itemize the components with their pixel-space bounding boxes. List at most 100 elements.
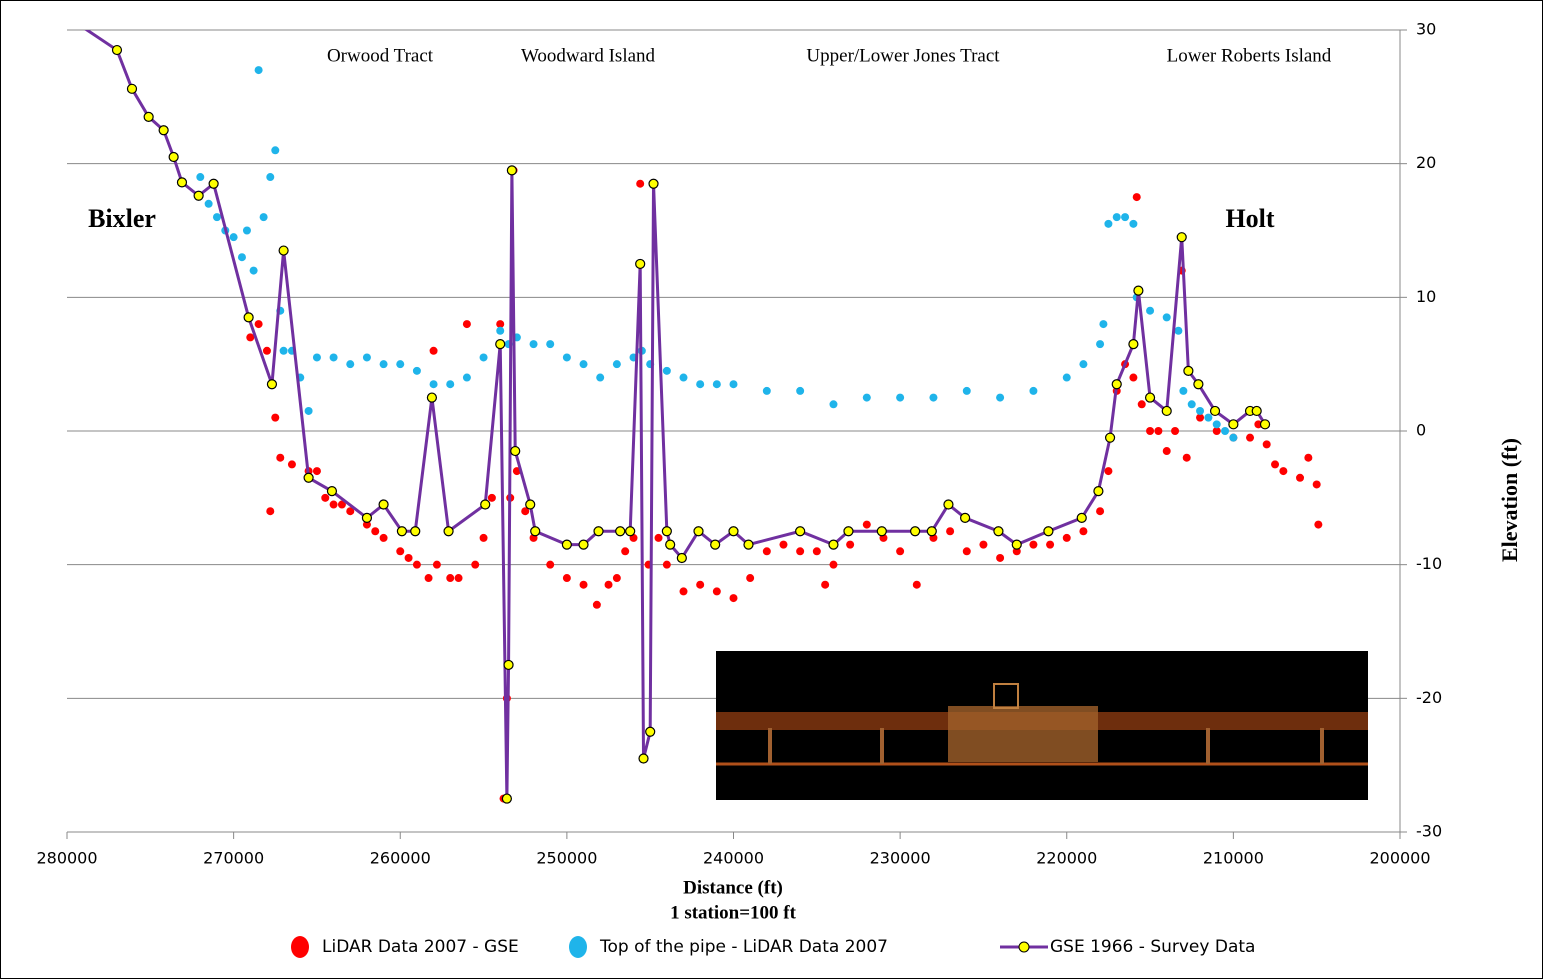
point <box>1079 527 1087 535</box>
point <box>713 380 721 388</box>
marker <box>961 513 970 522</box>
point <box>243 227 251 235</box>
marker <box>112 46 121 55</box>
point <box>288 460 296 468</box>
marker <box>526 500 535 509</box>
marker <box>502 794 511 803</box>
point <box>846 541 854 549</box>
point <box>480 353 488 361</box>
point <box>663 561 671 569</box>
x-tick-label: 210000 <box>1203 849 1264 868</box>
point <box>276 454 284 462</box>
point <box>1174 327 1182 335</box>
point <box>471 561 479 569</box>
marker <box>504 660 513 669</box>
point <box>405 554 413 562</box>
point <box>1213 420 1221 428</box>
marker <box>159 126 168 135</box>
point <box>546 561 554 569</box>
point <box>979 541 987 549</box>
point <box>696 581 704 589</box>
point <box>1104 467 1112 475</box>
point <box>280 347 288 355</box>
point <box>605 581 613 589</box>
point <box>621 547 629 555</box>
annotation: Bixler <box>88 204 156 233</box>
point <box>1304 454 1312 462</box>
point <box>1171 427 1179 435</box>
marker <box>666 540 675 549</box>
point <box>250 267 258 275</box>
marker <box>579 540 588 549</box>
marker <box>1134 286 1143 295</box>
marker <box>444 527 453 536</box>
y-axis-title: Elevation (ft) <box>1497 438 1522 562</box>
marker <box>911 527 920 536</box>
point <box>821 581 829 589</box>
point <box>1196 407 1204 415</box>
y-tick-label: 0 <box>1416 421 1426 440</box>
point <box>1146 427 1154 435</box>
marker <box>1112 380 1121 389</box>
point <box>1204 414 1212 422</box>
marker <box>511 447 520 456</box>
marker <box>531 527 540 536</box>
marker <box>636 259 645 268</box>
marker <box>744 540 753 549</box>
marker <box>1129 340 1138 349</box>
annotation: Lower Roberts Island <box>1167 45 1332 66</box>
point <box>1188 400 1196 408</box>
inset-image <box>716 651 1368 800</box>
point <box>863 521 871 529</box>
point <box>430 347 438 355</box>
marker <box>677 553 686 562</box>
point <box>680 374 688 382</box>
point <box>1099 320 1107 328</box>
point <box>946 527 954 535</box>
point <box>430 380 438 388</box>
x-tick-label: 270000 <box>203 849 264 868</box>
point <box>380 534 388 542</box>
point <box>496 327 504 335</box>
marker <box>1252 406 1261 415</box>
point <box>796 547 804 555</box>
marker <box>244 313 253 322</box>
marker <box>496 340 505 349</box>
marker <box>729 527 738 536</box>
y-tick-label: 10 <box>1416 287 1436 306</box>
x-tick-label: 280000 <box>36 849 97 868</box>
point <box>1183 454 1191 462</box>
marker <box>1106 433 1115 442</box>
marker <box>829 540 838 549</box>
point <box>480 534 488 542</box>
point <box>1246 434 1254 442</box>
point <box>963 547 971 555</box>
marker <box>562 540 571 549</box>
point <box>425 574 433 582</box>
marker <box>1012 540 1021 549</box>
marker <box>639 754 648 763</box>
point <box>1063 374 1071 382</box>
point <box>1163 313 1171 321</box>
marker <box>169 152 178 161</box>
point <box>530 340 538 348</box>
point <box>963 387 971 395</box>
point <box>1229 434 1237 442</box>
x-tick-label: 260000 <box>370 849 431 868</box>
marker <box>379 500 388 509</box>
y-tick-label: 30 <box>1416 20 1436 39</box>
marker <box>1177 233 1186 242</box>
point <box>730 380 738 388</box>
marker <box>796 527 805 536</box>
point <box>488 494 496 502</box>
point <box>1063 534 1071 542</box>
point <box>580 360 588 368</box>
point <box>1079 360 1087 368</box>
point <box>1271 460 1279 468</box>
marker <box>1094 487 1103 496</box>
point <box>1221 427 1229 435</box>
point <box>260 213 268 221</box>
marker <box>327 487 336 496</box>
legend-label: LiDAR Data 2007 - GSE <box>322 937 519 957</box>
point <box>1313 480 1321 488</box>
